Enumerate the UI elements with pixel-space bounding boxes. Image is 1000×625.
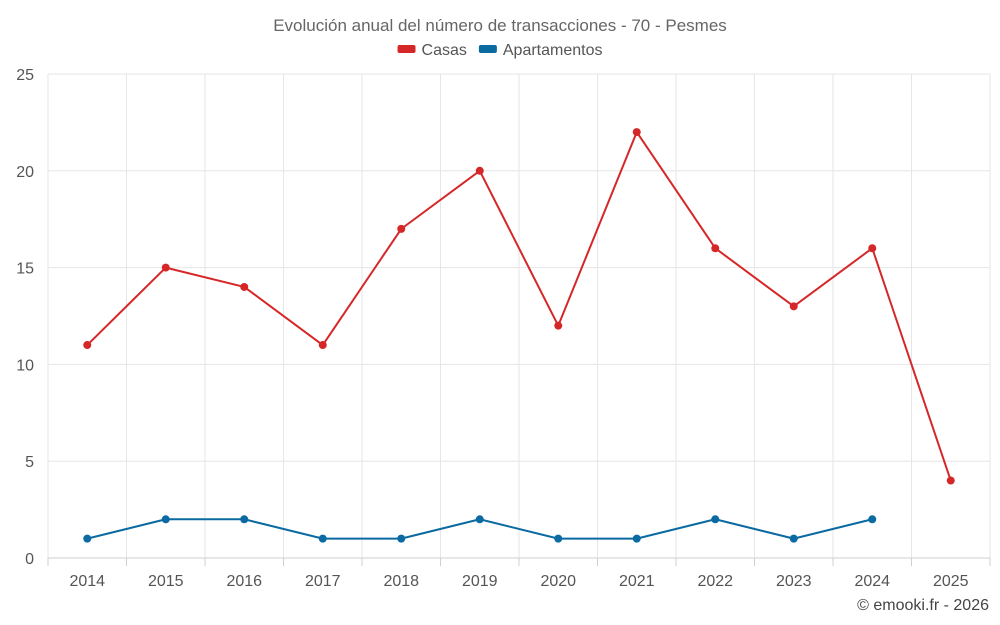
data-point[interactable]	[946, 476, 955, 485]
legend-item-apartamentos[interactable]: Apartamentos	[478, 42, 603, 59]
grid	[47, 73, 991, 566]
data-point[interactable]	[318, 534, 327, 543]
y-tick-label: 20	[16, 164, 34, 181]
data-point[interactable]	[711, 244, 720, 253]
x-tick-label: 2017	[305, 573, 341, 590]
data-point[interactable]	[240, 282, 249, 291]
data-point[interactable]	[161, 515, 170, 524]
data-point[interactable]	[240, 515, 249, 524]
data-point[interactable]	[711, 515, 720, 524]
data-point[interactable]	[475, 515, 484, 524]
x-tick-label: 2023	[776, 573, 812, 590]
legend-label: Casas	[422, 42, 467, 59]
x-tick-label: 2020	[540, 573, 576, 590]
data-point[interactable]	[789, 534, 798, 543]
legend-swatch	[478, 45, 497, 53]
series	[83, 128, 955, 543]
x-tick-label: 2015	[148, 573, 184, 590]
legend-label: Apartamentos	[503, 42, 603, 59]
data-point[interactable]	[397, 224, 406, 233]
y-tick-label: 5	[25, 454, 34, 471]
data-point[interactable]	[868, 515, 877, 524]
data-point[interactable]	[868, 244, 877, 253]
data-point[interactable]	[554, 534, 563, 543]
legend[interactable]: Casas Apartamentos	[397, 42, 603, 59]
data-point[interactable]	[161, 263, 170, 272]
data-point[interactable]	[554, 321, 563, 330]
chart-title: Evolución anual del número de transaccio…	[273, 16, 727, 35]
y-axis: 0 5 10 15 20 25	[16, 67, 34, 568]
series-casas	[83, 128, 955, 485]
data-point[interactable]	[632, 534, 641, 543]
data-point[interactable]	[789, 302, 798, 311]
series-apartamentos	[83, 515, 877, 543]
data-point[interactable]	[83, 534, 92, 543]
y-tick-label: 10	[16, 357, 34, 374]
x-axis: 2014 2015 2016 2017 2018 2019 2020 2021 2022 2023…	[69, 573, 968, 590]
x-tick-label: 2019	[462, 573, 498, 590]
legend-item-casas[interactable]: Casas	[397, 42, 467, 59]
x-tick-label: 2014	[69, 573, 105, 590]
x-tick-label: 2022	[697, 573, 733, 590]
legend-swatch	[397, 45, 416, 53]
y-tick-label: 0	[25, 551, 34, 568]
y-tick-label: 25	[16, 67, 34, 84]
data-point[interactable]	[632, 128, 641, 137]
y-tick-label: 15	[16, 261, 34, 278]
data-point[interactable]	[318, 341, 327, 350]
x-tick-label: 2024	[854, 573, 890, 590]
data-point[interactable]	[83, 341, 92, 350]
data-point[interactable]	[397, 534, 406, 543]
x-tick-label: 2016	[226, 573, 262, 590]
x-tick-label: 2025	[933, 573, 969, 590]
data-point[interactable]	[475, 166, 484, 175]
series-line	[86, 131, 952, 481]
x-tick-label: 2021	[619, 573, 655, 590]
x-tick-label: 2018	[383, 573, 419, 590]
credit-label: © emooki.fr - 2026	[857, 597, 989, 614]
